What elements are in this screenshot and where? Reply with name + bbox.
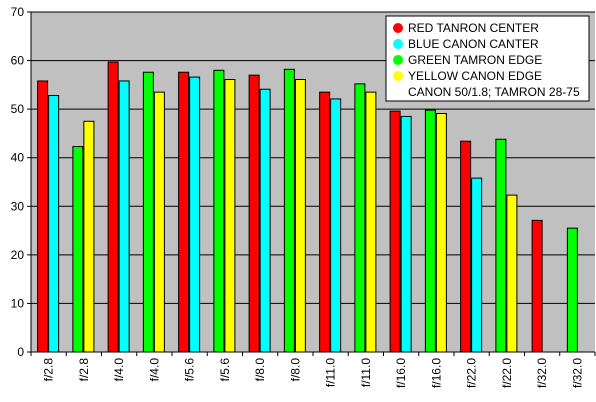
bar-blue bbox=[118, 80, 130, 353]
y-tick-label: 50 bbox=[11, 102, 25, 116]
bar-blue bbox=[471, 177, 483, 353]
bar-green bbox=[566, 227, 578, 353]
bar-green bbox=[283, 68, 295, 353]
x-axis-ticks: f/2.8 f/2.8 f/4.0 f/4.0 f/5.6 f/5.6 f/8.0 f/8.0… bbox=[30, 352, 596, 388]
x-tick-label: f/2.8 bbox=[77, 358, 91, 382]
y-axis-ticks: 0 10 20 30 40 50 60 70 bbox=[11, 5, 31, 359]
x-tick-label: f/32.0 bbox=[535, 358, 549, 388]
y-tick-label: 10 bbox=[11, 296, 25, 310]
bar-yellow bbox=[365, 91, 377, 353]
bar-red bbox=[37, 80, 49, 353]
x-tick-label: f/16.0 bbox=[429, 358, 443, 388]
bar-blue bbox=[189, 76, 201, 353]
legend-note: CANON 50/1.8; TAMRON 28-75 bbox=[408, 85, 580, 99]
legend-label-yellow: YELLOW CANON EDGE bbox=[408, 69, 542, 83]
y-tick-label: 60 bbox=[11, 54, 25, 68]
bar-yellow bbox=[506, 194, 518, 353]
bar-red bbox=[107, 61, 119, 353]
x-tick-label: f/5.6 bbox=[183, 358, 197, 382]
legend-marker-red bbox=[393, 23, 403, 33]
bar-green bbox=[495, 138, 507, 353]
bar-green bbox=[72, 146, 84, 353]
legend-label-red: RED TANRON CENTER bbox=[408, 21, 539, 35]
bar-blue bbox=[48, 95, 60, 353]
bar-red bbox=[460, 140, 472, 353]
y-tick-label: 20 bbox=[11, 248, 25, 262]
bar-yellow bbox=[83, 120, 95, 353]
bar-yellow bbox=[294, 79, 306, 353]
bar-green bbox=[424, 109, 436, 353]
x-tick-label: f/32.0 bbox=[570, 358, 584, 388]
bar-yellow bbox=[153, 91, 165, 353]
bar-red bbox=[531, 219, 543, 353]
bar-green bbox=[142, 71, 154, 353]
x-tick-label: f/8.0 bbox=[288, 358, 302, 382]
bar-yellow bbox=[435, 113, 447, 353]
x-tick-label: f/2.8 bbox=[42, 358, 56, 382]
x-tick-label: f/16.0 bbox=[394, 358, 408, 388]
bar-yellow bbox=[224, 79, 236, 353]
bar-blue bbox=[259, 88, 271, 353]
legend-marker-green bbox=[393, 55, 403, 65]
legend-marker-yellow bbox=[393, 71, 403, 81]
y-tick-label: 30 bbox=[11, 199, 25, 213]
x-tick-label: f/5.6 bbox=[218, 358, 232, 382]
bar-green bbox=[354, 83, 366, 353]
bar-red bbox=[248, 74, 260, 353]
x-tick-label: f/4.0 bbox=[112, 358, 126, 382]
legend-label-blue: BLUE CANON CANTER bbox=[408, 37, 539, 51]
bar-red bbox=[389, 110, 401, 353]
bar-red bbox=[319, 91, 331, 353]
x-tick-label: f/22.0 bbox=[500, 358, 514, 388]
x-tick-label: f/8.0 bbox=[253, 358, 267, 382]
x-tick-label: f/11.0 bbox=[324, 358, 338, 387]
y-tick-label: 0 bbox=[17, 345, 24, 359]
x-tick-label: f/22.0 bbox=[465, 358, 479, 388]
y-tick-label: 70 bbox=[11, 5, 25, 19]
bar-blue bbox=[400, 115, 412, 353]
legend: RED TANRON CENTER BLUE CANON CANTER GREEN … bbox=[385, 15, 590, 102]
bar-red bbox=[178, 71, 190, 353]
bars bbox=[37, 61, 578, 353]
x-tick-label: f/11.0 bbox=[359, 358, 373, 387]
bar-green bbox=[213, 69, 225, 353]
bar-blue bbox=[330, 98, 342, 353]
legend-marker-blue bbox=[393, 39, 403, 49]
y-tick-label: 40 bbox=[11, 151, 25, 165]
legend-box bbox=[385, 15, 590, 102]
x-tick-label: f/4.0 bbox=[147, 358, 161, 382]
legend-label-green: GREEN TAMRON EDGE bbox=[408, 53, 542, 67]
